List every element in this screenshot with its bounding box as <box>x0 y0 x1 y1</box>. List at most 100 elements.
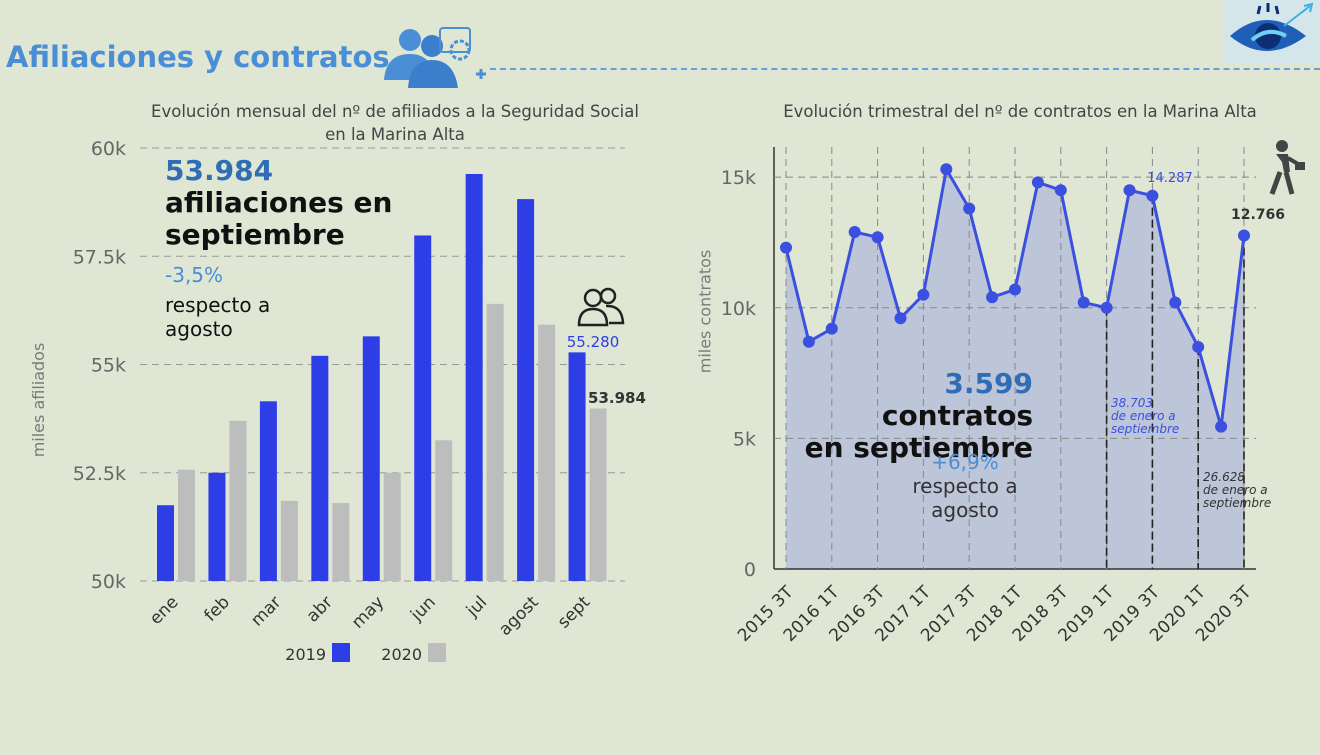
people-gear-logo <box>384 27 486 88</box>
line-point-2020-3T <box>1238 229 1250 242</box>
bar-2019-agost <box>517 199 535 581</box>
bar-x-tick-label: jun <box>406 592 439 625</box>
bar-x-tick-label: sept <box>554 592 594 632</box>
note-2020-line2: de enero a <box>1203 483 1268 497</box>
right-callout-sub1: respecto a <box>912 474 1018 498</box>
left-callout-number: 53.984 <box>165 154 274 187</box>
line-point-2015-3T <box>780 241 792 254</box>
line-point-2019-3T <box>1146 189 1159 202</box>
eye-logo <box>1224 0 1320 64</box>
line-point-2016-3T <box>871 231 884 244</box>
line-y-axis-title: miles contratos <box>695 249 715 374</box>
line-point-2016-1T <box>825 322 838 335</box>
line-point-2018-1T <box>1009 283 1021 296</box>
note-2019: 38.703 de enero a septiembre <box>1111 397 1179 436</box>
line-point-2017-2T <box>940 163 953 176</box>
bar-x-tick-label: abr <box>303 592 337 626</box>
line-point-2019-4T <box>1169 296 1182 309</box>
note-2019-line3: septiembre <box>1111 422 1180 436</box>
bar-2020-sept <box>589 408 607 581</box>
line-point-2020-2T <box>1215 420 1228 433</box>
bar-y-tick-label: 55k <box>91 355 126 377</box>
line-point-2017-4T <box>986 291 999 304</box>
bar-chart: 50k 52.5k 55k 57.5k 60k ene feb mar abr may jun ju… <box>29 138 646 664</box>
line-y-tick-label: 15k <box>721 167 756 189</box>
businessman-icon <box>1269 140 1305 195</box>
bar-2019-jul <box>465 173 483 581</box>
left-callout: 53.984 afiliaciones en septiembre -3,5% … <box>165 154 393 342</box>
legend-label-2019: 2019 <box>285 645 326 664</box>
left-callout-sub2: agosto <box>165 317 233 341</box>
bar-x-tick-label: may <box>348 592 388 632</box>
note-2020-value: 26.628 <box>1203 470 1245 484</box>
note-2020-line3: septiembre <box>1203 496 1272 510</box>
line-point-2020-1T <box>1192 340 1205 353</box>
right-callout-line2: en septiembre <box>804 431 1033 464</box>
bar-2020-may <box>383 472 401 581</box>
line-point-2016-2T <box>848 225 861 238</box>
header-divider <box>490 68 1320 70</box>
line-point-2019-1T <box>1100 301 1113 314</box>
right-callout-line1: contratos <box>881 399 1033 432</box>
bar-2019-may <box>362 336 380 581</box>
bar-y-tick-label: 52.5k <box>73 463 126 485</box>
line-label-peak: 14.287 <box>1147 171 1193 186</box>
bar-y-axis-label: miles afiliados <box>29 343 48 458</box>
note-2019-line2: de enero a <box>1111 409 1176 423</box>
bar-x-tick-label: jul <box>462 592 491 621</box>
bar-label-2019-sept: 55.280 <box>567 333 620 351</box>
users-icon <box>577 287 625 327</box>
bar-y-tick-label: 50k <box>91 571 126 593</box>
note-2020: 26.628 de enero a septiembre <box>1203 471 1271 510</box>
bar-label-2020-sept: 53.984 <box>588 389 646 407</box>
line-point-2016-4T <box>894 312 907 325</box>
page-title: Afiliaciones y contratos <box>6 40 390 74</box>
bar-2020-jun <box>435 440 453 581</box>
bar-2019-abr <box>311 355 329 581</box>
bar-2019-jun <box>414 235 432 581</box>
bar-x-tick-label: ene <box>146 592 183 629</box>
right-callout-change: +6,9% respecto a agosto <box>900 450 1030 522</box>
right-callout-number: 3.599 <box>944 367 1033 400</box>
line-point-2018-2T <box>1031 176 1044 189</box>
left-callout-sub1: respecto a <box>165 293 271 317</box>
bar-y-tick-label: 60k <box>91 138 126 160</box>
left-chart-title: Evolución mensual del nº de afiliados a … <box>151 102 639 144</box>
right-callout-sub2: agosto <box>931 498 999 522</box>
line-point-2017-1T <box>917 288 930 301</box>
bar-2020-mar <box>280 500 298 581</box>
line-point-2019-2T <box>1123 184 1136 197</box>
left-callout-line1: afiliaciones en <box>165 186 393 219</box>
line-point-2018-3T <box>1054 184 1067 197</box>
line-point-2017-3T <box>963 202 976 215</box>
bar-x-tick-label: feb <box>201 592 234 625</box>
note-2019-value: 38.703 <box>1111 396 1153 410</box>
bar-2020-agost <box>538 324 556 581</box>
legend-label-2020: 2020 <box>381 645 422 664</box>
line-y-tick-label: 0 <box>744 559 756 581</box>
line-y-tick-label: 5k <box>733 428 756 450</box>
line-y-tick-label: 10k <box>721 298 756 320</box>
legend-swatch-2020 <box>428 643 446 662</box>
right-callout-pct: +6,9% <box>931 450 999 474</box>
bar-x-tick-label: mar <box>247 592 285 630</box>
left-callout-line2: septiembre <box>165 218 345 251</box>
legend-swatch-2019 <box>332 643 350 662</box>
left-callout-pct: -3,5% <box>165 263 224 287</box>
bar-2019-sept <box>568 352 586 581</box>
right-chart-title: Evolución trimestral del nº de contratos… <box>783 102 1257 121</box>
line-point-2015-4T <box>802 335 815 348</box>
bar-2020-feb <box>229 420 247 581</box>
bar-2019-feb <box>208 472 226 581</box>
bar-y-tick-label: 57.5k <box>73 246 126 268</box>
right-callout: 3.599 contratos en septiembre <box>798 368 1033 464</box>
bar-2020-jul <box>486 303 504 581</box>
line-point-2018-4T <box>1077 296 1090 309</box>
bar-2020-ene <box>178 469 195 581</box>
line-label-last: 12.766 <box>1231 207 1285 223</box>
bar-2020-abr <box>332 503 350 581</box>
bar-2019-ene <box>157 505 174 581</box>
bar-x-tick-label: agost <box>495 592 543 640</box>
bar-2019-mar <box>259 401 277 581</box>
